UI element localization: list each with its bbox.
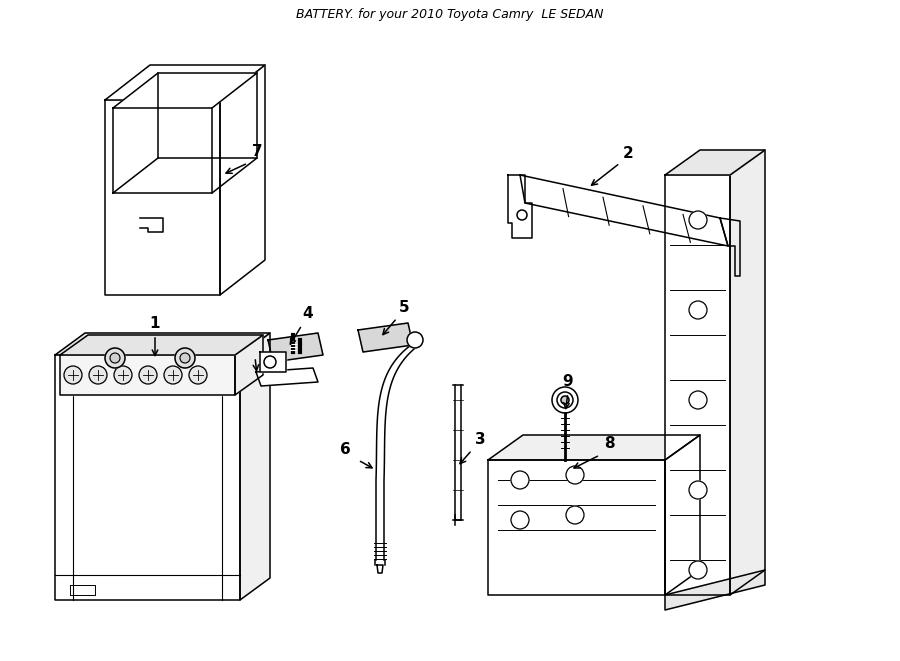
Text: 1: 1	[149, 315, 160, 330]
Polygon shape	[730, 150, 765, 595]
Circle shape	[180, 353, 190, 363]
Polygon shape	[665, 175, 730, 595]
Circle shape	[264, 356, 276, 368]
Polygon shape	[220, 65, 265, 295]
Polygon shape	[240, 333, 270, 600]
Polygon shape	[260, 352, 286, 372]
Text: 9: 9	[562, 373, 573, 389]
Polygon shape	[358, 323, 413, 352]
Circle shape	[407, 332, 423, 348]
Polygon shape	[665, 570, 765, 610]
Polygon shape	[665, 435, 700, 595]
Polygon shape	[720, 218, 740, 276]
Polygon shape	[256, 368, 318, 386]
Text: 7: 7	[252, 145, 262, 159]
Circle shape	[64, 366, 82, 384]
Circle shape	[689, 561, 707, 579]
Circle shape	[689, 301, 707, 319]
Polygon shape	[665, 150, 765, 175]
Circle shape	[139, 366, 157, 384]
Polygon shape	[60, 335, 263, 355]
Circle shape	[561, 396, 569, 404]
Text: 10: 10	[242, 338, 262, 352]
Circle shape	[89, 366, 107, 384]
Circle shape	[164, 366, 182, 384]
Circle shape	[566, 506, 584, 524]
Circle shape	[557, 392, 573, 408]
Text: 3: 3	[474, 432, 485, 447]
Circle shape	[689, 481, 707, 499]
Text: 5: 5	[399, 299, 410, 315]
Circle shape	[511, 471, 529, 489]
Polygon shape	[105, 65, 265, 100]
Polygon shape	[268, 333, 323, 362]
Circle shape	[189, 366, 207, 384]
Text: 6: 6	[339, 442, 350, 457]
Text: 2: 2	[623, 145, 634, 161]
Polygon shape	[105, 100, 220, 295]
Circle shape	[566, 466, 584, 484]
Circle shape	[517, 210, 527, 220]
Polygon shape	[55, 333, 270, 355]
Polygon shape	[55, 355, 240, 600]
Circle shape	[114, 366, 132, 384]
Text: 8: 8	[604, 436, 615, 451]
Polygon shape	[113, 73, 257, 108]
Text: 4: 4	[302, 305, 313, 321]
Polygon shape	[508, 175, 532, 238]
Circle shape	[110, 353, 120, 363]
Polygon shape	[488, 460, 665, 595]
Polygon shape	[488, 435, 700, 460]
Polygon shape	[520, 175, 728, 246]
Circle shape	[689, 391, 707, 409]
Polygon shape	[235, 335, 263, 395]
Text: BATTERY. for your 2010 Toyota Camry  LE SEDAN: BATTERY. for your 2010 Toyota Camry LE S…	[296, 8, 604, 21]
Circle shape	[105, 348, 125, 368]
Circle shape	[511, 511, 529, 529]
Circle shape	[552, 387, 578, 413]
Polygon shape	[60, 355, 235, 395]
Circle shape	[175, 348, 195, 368]
Circle shape	[689, 211, 707, 229]
